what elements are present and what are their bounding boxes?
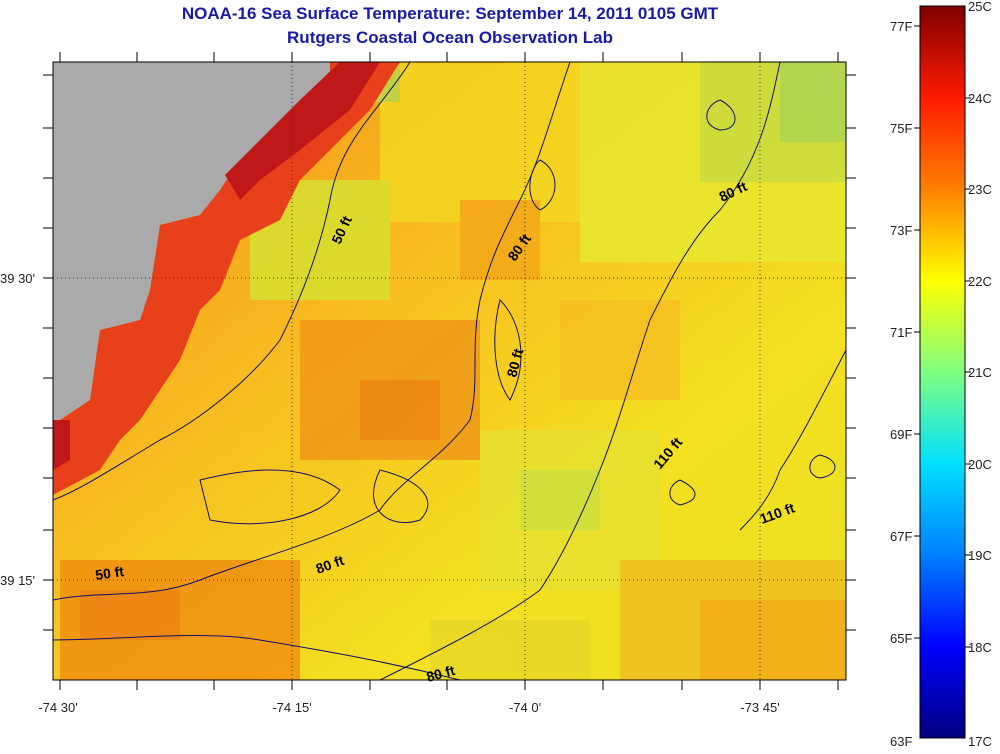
land-mass (53, 62, 330, 430)
map-title: NOAA-16 Sea Surface Temperature: Septemb… (181, 4, 719, 23)
longitude-label: -74 0' (509, 700, 541, 715)
warm-coastal-band (53, 62, 400, 495)
contour-label: 80 ft (425, 662, 457, 685)
map-subtitle: Rutgers Coastal Ocean Observation Lab (287, 28, 613, 47)
latitude-label: 39 30' (0, 271, 35, 286)
sst-patches (60, 62, 846, 680)
contour-label: 50 ft (94, 563, 125, 583)
longitude-label: -74 15' (272, 700, 311, 715)
longitude-label: -73 45' (740, 700, 779, 715)
contour-label: 80 ft (503, 347, 526, 379)
longitude-label: -74 30' (38, 700, 77, 715)
latitude-label: 39 15' (0, 573, 35, 588)
axis-ticks (43, 52, 856, 690)
graticule (53, 62, 846, 680)
bathymetry-contours (53, 62, 846, 680)
